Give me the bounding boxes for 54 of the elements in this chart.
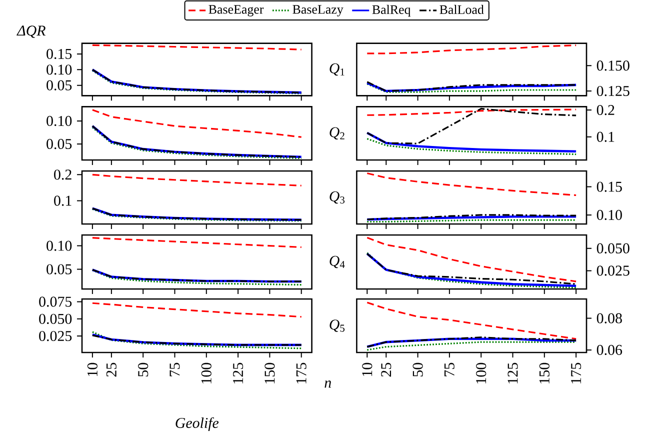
x-tick-label: 50 — [138, 363, 148, 377]
y-tick-label: 0.050 — [39, 314, 72, 324]
y-tick-label: 0.1 — [54, 196, 72, 206]
y-tick-label: 0.05 — [46, 264, 72, 275]
x-tick-label: 125 — [233, 363, 244, 384]
x-tick-label: 100 — [201, 363, 212, 384]
y-tick-label: 0.15 — [46, 49, 72, 60]
y-tick-label: 0.15 — [596, 182, 622, 192]
text: Q$_{3}$ — [330, 191, 345, 204]
y-tick-label: 0.05 — [46, 80, 72, 91]
x-tick-label: 10 — [87, 363, 98, 376]
x-tick-label: 10 — [362, 363, 372, 376]
x-tick-label: 50 — [412, 363, 423, 377]
y-tick-label: 0.10 — [46, 64, 72, 75]
x-tick-label: 125 — [508, 363, 518, 384]
y-tick-label: 0.10 — [46, 116, 72, 126]
text: Q$_{1}$ — [330, 63, 344, 76]
text: Q$_{5}$ — [330, 320, 345, 332]
x-tick-label: 75 — [170, 363, 180, 376]
line-series — [366, 132, 578, 153]
y-tick-label: 0.075 — [39, 296, 72, 307]
line-series — [92, 237, 302, 248]
legend-label: BaseEager — [208, 5, 264, 17]
x-tick-label: 175 — [571, 363, 582, 384]
x-tick-label: 75 — [444, 363, 454, 376]
y-tick-label: 0.1 — [596, 132, 614, 142]
x-axis-title: Geolife — [176, 418, 219, 432]
y-tick-label: 0.08 — [596, 313, 622, 324]
y-tick-label: 0.050 — [596, 243, 630, 254]
x-tick-label: 25 — [381, 363, 392, 377]
y-tick-label: 0.05 — [46, 139, 72, 150]
x-tick-label: 175 — [296, 363, 306, 384]
x-tick-label: 150 — [264, 363, 275, 384]
x-tick-label: 100 — [476, 363, 486, 384]
y-axis-title: ΔQR — [16, 26, 46, 38]
y-tick-label: 0.10 — [596, 210, 622, 220]
text: Q$_{4}$ — [330, 256, 345, 268]
legend-label: BaseLazy — [292, 5, 344, 17]
y-tick-label: 0.10 — [46, 240, 72, 252]
y-tick-label: 0.125 — [596, 86, 630, 96]
y-tick-label: 0.025 — [39, 331, 72, 342]
text: Q$_{2}$ — [330, 127, 344, 140]
y-tick-label: 0.06 — [596, 345, 622, 356]
x-tick-label: 25 — [106, 363, 116, 377]
x-tick-label: 150 — [539, 363, 550, 384]
line-series — [366, 138, 577, 156]
legend-label: BalReq — [372, 5, 411, 17]
y-tick-label: 0.2 — [596, 105, 614, 116]
y-tick-label: 0.150 — [596, 60, 630, 71]
y-tick-label: 0.025 — [596, 266, 630, 276]
line-series — [92, 109, 302, 138]
text: n — [324, 380, 331, 388]
legend-label: BalLoad — [440, 5, 484, 14]
y-tick-label: 0.2 — [54, 170, 72, 180]
